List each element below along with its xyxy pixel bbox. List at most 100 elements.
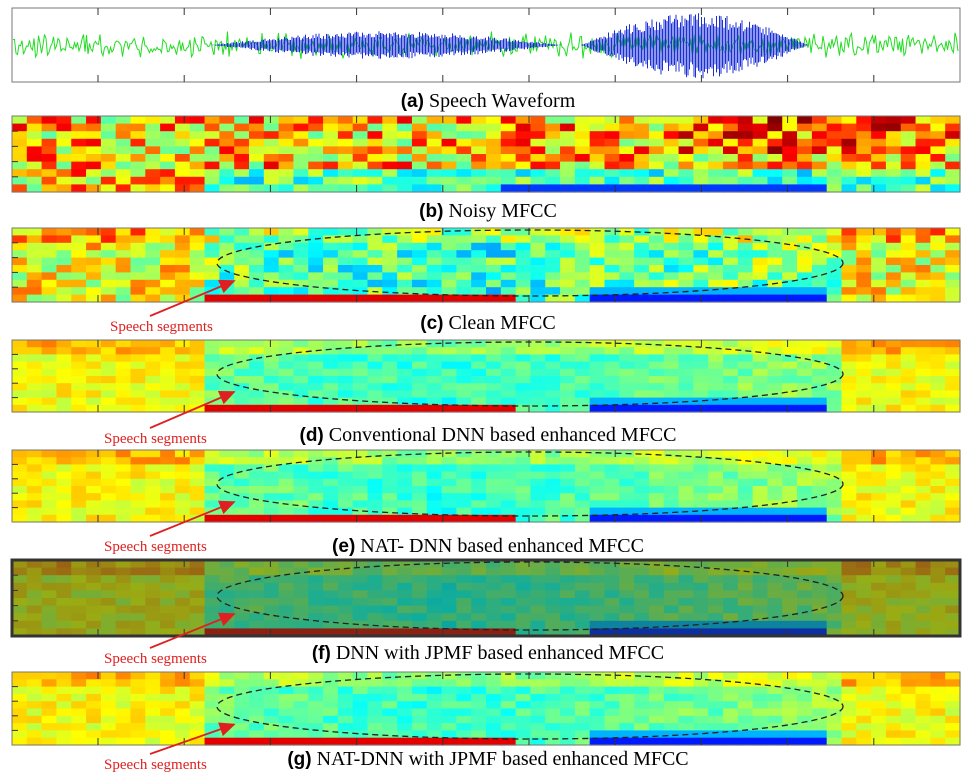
heatmap-cell: [353, 457, 368, 465]
heatmap-cell: [590, 500, 605, 508]
heatmap-cell: [12, 472, 27, 480]
heatmap-cell: [427, 124, 442, 132]
heatmap-cell: [131, 687, 146, 695]
heatmap-cell: [605, 457, 620, 465]
heatmap-cell: [86, 228, 101, 236]
heatmap-cell: [160, 687, 175, 695]
heatmap-cell: [916, 177, 931, 185]
heatmap-cell: [560, 694, 575, 702]
heatmap-cell: [753, 390, 768, 398]
heatmap-cell: [693, 162, 708, 170]
heatmap-cell: [723, 687, 738, 695]
heatmap-cell: [886, 347, 901, 355]
heatmap-cell: [486, 508, 501, 516]
heatmap-cell: [886, 405, 901, 413]
heatmap-cell: [234, 280, 249, 288]
heatmap-cell: [930, 457, 945, 465]
heatmap-cell: [86, 383, 101, 391]
heatmap-cell: [412, 493, 427, 501]
heatmap-cell: [442, 340, 457, 348]
heatmap-cell: [797, 679, 812, 687]
heatmap-cell: [293, 738, 308, 746]
heatmap-cell: [456, 479, 471, 487]
heatmap-cell: [708, 265, 723, 273]
heatmap-cell: [249, 679, 264, 687]
caption-label: (e): [332, 536, 355, 557]
heatmap-cell: [753, 500, 768, 508]
heatmap-cell: [101, 738, 116, 746]
heatmap-cell: [175, 272, 190, 280]
heatmap-cell: [679, 162, 694, 170]
heatmap-cell: [308, 295, 323, 303]
heatmap-cell: [190, 243, 205, 251]
heatmap-cell: [368, 184, 383, 192]
heatmap-cell: [901, 280, 916, 288]
heatmap-cell: [738, 464, 753, 472]
heatmap-cell: [175, 295, 190, 303]
heatmap-cell: [545, 709, 560, 717]
heatmap-cell: [827, 500, 842, 508]
heatmap-cell: [871, 154, 886, 162]
heatmap-cell: [145, 287, 160, 295]
heatmap-cell: [293, 139, 308, 147]
heatmap-cell: [205, 228, 220, 236]
heatmap-cell: [71, 472, 86, 480]
heatmap-cell: [86, 154, 101, 162]
heatmap-cell: [842, 701, 857, 709]
heatmap-cell: [27, 457, 42, 465]
heatmap-cell: [368, 493, 383, 501]
heatmap-cell: [619, 369, 634, 377]
heatmap-cell: [679, 258, 694, 266]
heatmap-cell: [145, 390, 160, 398]
heatmap-cell: [605, 479, 620, 487]
heatmap-cell: [916, 457, 931, 465]
heatmap-cell: [456, 340, 471, 348]
heatmap-cell: [42, 116, 57, 124]
heatmap-cell: [886, 450, 901, 458]
heatmap-cell: [679, 280, 694, 288]
heatmap-cell: [782, 250, 797, 258]
heatmap-cell: [649, 362, 664, 370]
heatmap-cell: [27, 340, 42, 348]
heatmap-cell: [501, 383, 516, 391]
heatmap-cell: [397, 131, 412, 139]
heatmap-cell: [545, 347, 560, 355]
heatmap-cell: [916, 347, 931, 355]
heatmap-cell: [827, 738, 842, 746]
heatmap-cell: [605, 184, 620, 192]
heatmap-cell: [856, 139, 871, 147]
heatmap-cell: [471, 464, 486, 472]
heatmap-cell: [797, 515, 812, 523]
heatmap-cell: [353, 162, 368, 170]
heatmap-cell: [679, 295, 694, 303]
heatmap-cell: [397, 701, 412, 709]
heatmap-cell: [886, 116, 901, 124]
heatmap-cell: [42, 450, 57, 458]
heatmap-cell: [382, 390, 397, 398]
heatmap-cell: [42, 472, 57, 480]
heatmap-cell: [679, 347, 694, 355]
heatmap-cell: [575, 464, 590, 472]
heatmap-cell: [812, 376, 827, 384]
heatmap-cell: [619, 479, 634, 487]
heatmap-cell: [501, 687, 516, 695]
heatmap-cell: [471, 146, 486, 154]
heatmap-cell: [116, 154, 131, 162]
heatmap-cell: [901, 486, 916, 494]
heatmap-cell: [812, 405, 827, 413]
heatmap-cell: [131, 457, 146, 465]
heatmap-cell: [575, 701, 590, 709]
heatmap-cell: [649, 235, 664, 243]
heatmap-cell: [56, 124, 71, 132]
heatmap-cell: [338, 716, 353, 724]
heatmap-cell: [42, 162, 57, 170]
heatmap-cell: [842, 235, 857, 243]
heatmap-cell: [234, 457, 249, 465]
heatmap-cell: [412, 154, 427, 162]
heatmap-cell: [723, 457, 738, 465]
heatmap-cell: [442, 235, 457, 243]
heatmap-cell: [901, 347, 916, 355]
heatmap-cell: [101, 340, 116, 348]
heatmap-cell: [649, 169, 664, 177]
